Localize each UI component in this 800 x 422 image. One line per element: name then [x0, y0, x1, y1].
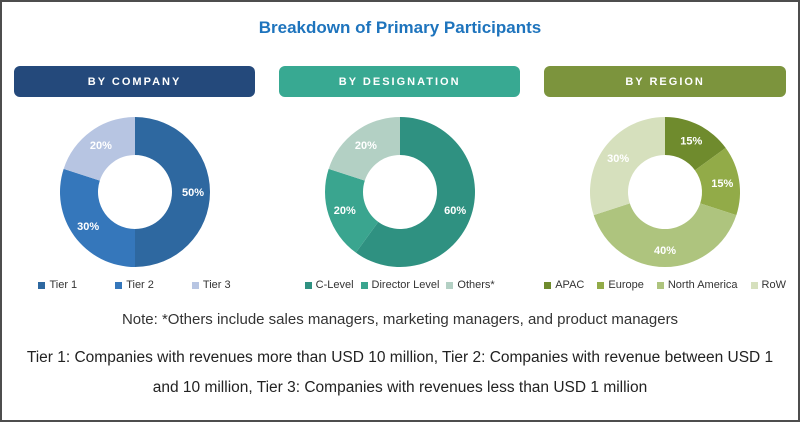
donut-chart-by-designation: 60% 20% 20%: [324, 117, 475, 267]
legend-marker-icon: [360, 281, 368, 289]
tier-definitions-line2: and 10 million, Tier 3: Companies with r…: [152, 379, 648, 396]
data-label-north-america: 40%: [654, 245, 676, 257]
donut-slice-director-level: [324, 168, 378, 253]
chart-header-by-company: BY COMPANY: [14, 66, 256, 97]
chart-header-by-region: BY REGION: [544, 66, 786, 97]
legend-item-row: RoW: [750, 279, 786, 291]
legend-marker-icon: [304, 281, 312, 289]
donut-slice-apac: [665, 117, 726, 171]
legend-marker-icon: [656, 281, 664, 289]
legend-item-others: Others*: [446, 279, 495, 291]
legend-marker-icon: [38, 281, 46, 289]
legend-item-tier-2: Tier 2: [115, 279, 154, 291]
legend-item-director-level: Director Level: [360, 279, 440, 291]
data-label-tier-1: 50%: [182, 187, 204, 199]
legend-marker-icon: [544, 281, 552, 289]
data-label-europe: 15%: [711, 178, 733, 190]
legend-by-company: Tier 1 Tier 2 Tier 3: [38, 279, 231, 291]
note-text: Note: *Others include sales managers, ma…: [121, 311, 679, 328]
data-label-row: 30%: [607, 153, 629, 165]
legend-label: Tier 2: [126, 279, 154, 291]
legend-marker-icon: [115, 281, 123, 289]
chart-column-by-region: BY REGION 15% 15% 40% 30% APAC Europe North A…: [544, 66, 786, 291]
tier-definitions: Tier 1: Companies with revenues more tha…: [2, 343, 798, 403]
chart-header-by-designation: BY DESIGNATION: [279, 66, 521, 97]
donut-slice-north-america: [593, 203, 737, 268]
data-label-others: 20%: [355, 140, 377, 152]
legend-marker-icon: [446, 281, 454, 289]
legend-label: Tier 1: [49, 279, 78, 291]
data-label-apac: 15%: [680, 135, 702, 147]
legend-item-north-america: North America: [656, 279, 738, 291]
donut-slice-row: [590, 116, 666, 216]
donut-slice-tier-2: [59, 168, 135, 267]
donut-slice-tier-3: [63, 117, 135, 181]
data-label-director-level: 20%: [333, 205, 355, 217]
data-label-c-level: 60%: [444, 205, 466, 217]
legend-item-tier-1: Tier 1: [38, 279, 77, 291]
legend-by-region: APAC Europe North America RoW: [544, 279, 786, 291]
legend-marker-icon: [750, 281, 758, 289]
legend-item-c-level: C-Level: [304, 279, 354, 291]
donut-slice-c-level: [355, 117, 475, 267]
legend-item-tier-3: Tier 3: [191, 279, 231, 291]
donut-chart-by-company: 50% 30% 20%: [59, 117, 210, 267]
legend-label: Director Level: [371, 279, 440, 291]
charts-row: BY COMPANY 50% 30% 20% Tier 1 Tier 2 Tier 3 …: [2, 66, 798, 291]
legend-label: RoW: [761, 279, 786, 291]
data-label-tier-3: 20%: [89, 140, 111, 152]
legend-label: Europe: [608, 279, 644, 291]
donut-chart-by-region: 15% 15% 40% 30%: [590, 116, 741, 268]
data-label-tier-2: 30%: [77, 221, 99, 233]
legend-marker-icon: [191, 281, 199, 289]
legend-item-apac: APAC: [544, 279, 584, 291]
tier-definitions-line1: Tier 1: Companies with revenues more tha…: [26, 349, 774, 366]
legend-marker-icon: [597, 281, 605, 289]
legend-label: APAC: [555, 279, 585, 291]
donut-slice-europe: [695, 147, 741, 216]
figure-title: Breakdown of Primary Participants: [258, 18, 542, 37]
legend-label: C-Level: [315, 279, 354, 291]
legend-item-europe: Europe: [597, 279, 644, 291]
chart-column-by-company: BY COMPANY 50% 30% 20% Tier 1 Tier 2 Tier 3: [14, 66, 256, 291]
donut-slice-others: [328, 117, 400, 181]
legend-by-designation: C-Level Director Level Others*: [304, 279, 495, 291]
chart-column-by-designation: BY DESIGNATION 60% 20% 20% C-Level Director…: [279, 66, 521, 291]
legend-label: North America: [667, 279, 738, 291]
legend-label: Others*: [457, 279, 495, 291]
donut-slice-tier-1: [134, 117, 210, 267]
legend-label: Tier 3: [202, 279, 231, 291]
